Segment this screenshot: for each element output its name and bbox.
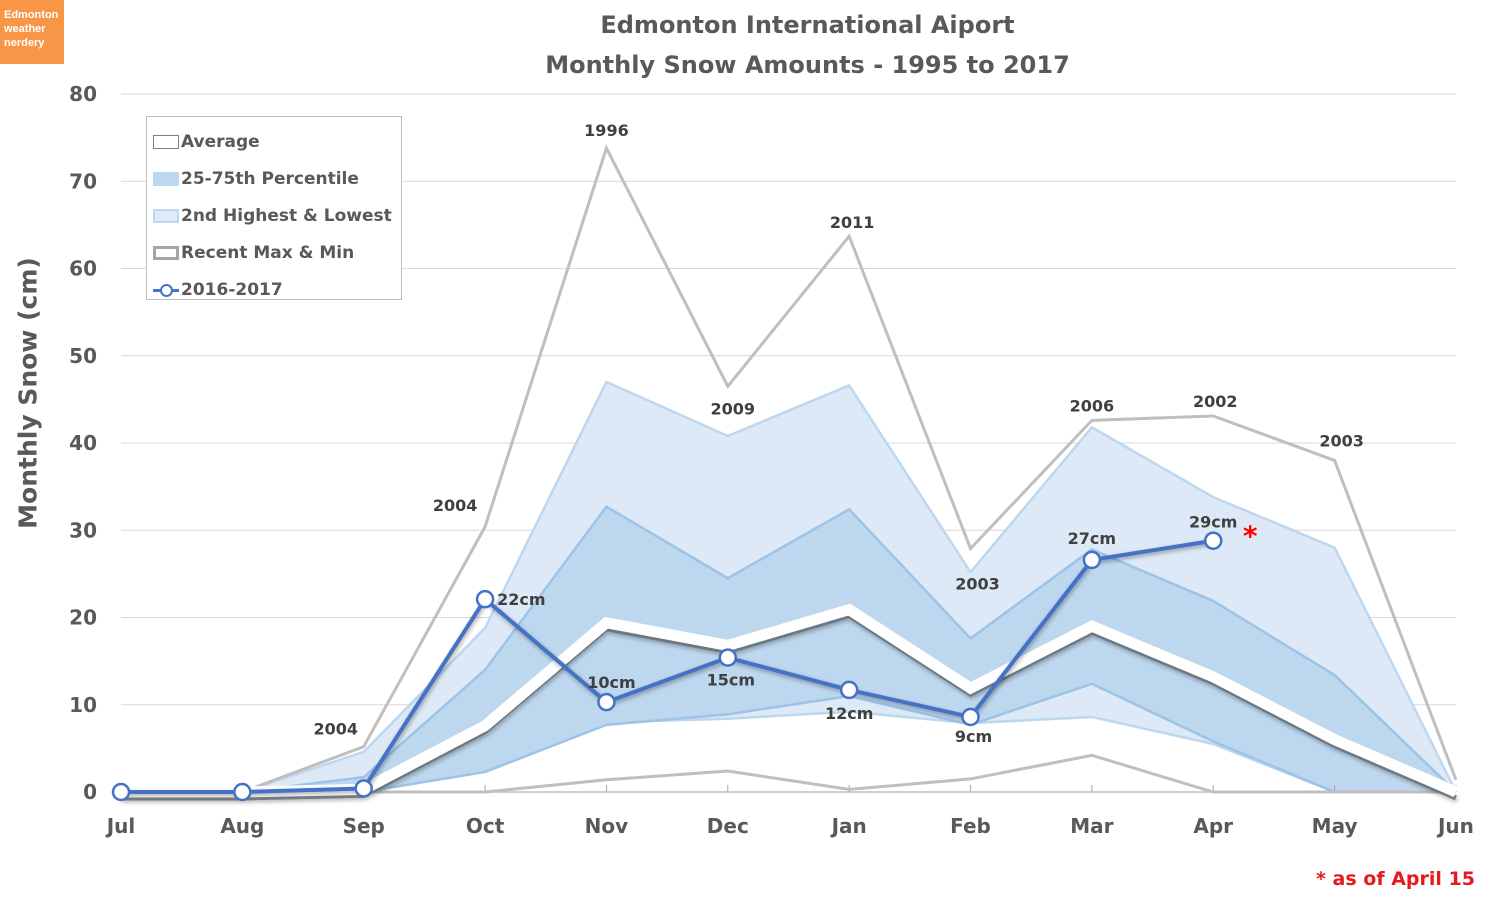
data-label: 12cm (825, 704, 873, 723)
legend-label: Average (181, 131, 260, 152)
x-tick-label: Jun (1436, 814, 1474, 838)
chart-title-line1: Edmonton International Aiport (600, 11, 1015, 39)
data-label: 2011 (830, 213, 875, 232)
legend-item-average: Average (147, 123, 401, 160)
y-tick-label: 70 (69, 169, 97, 193)
chart-title-line2: Monthly Snow Amounts - 1995 to 2017 (545, 51, 1070, 79)
data-point-marker (233, 782, 252, 802)
data-label: 2009 (711, 399, 756, 418)
x-tick-label: Mar (1070, 814, 1113, 838)
y-tick-label: 0 (83, 780, 97, 804)
data-labels: 2004 2004 1996 2009 2011 2003 2006 2002 2003 22cm… (313, 121, 1363, 746)
legend-item-percentile: 25-75th Percentile (147, 160, 401, 197)
data-point-marker (718, 648, 738, 667)
x-tick-label: Apr (1193, 814, 1233, 838)
y-tick-label: 30 (69, 518, 97, 542)
y-tick-label: 60 (69, 257, 97, 281)
x-tick-label: Oct (466, 814, 505, 838)
data-label: 29cm (1189, 513, 1237, 532)
data-label: 2004 (313, 720, 358, 739)
data-label: 1996 (584, 121, 629, 140)
legend: Average 25-75th Percentile 2nd Highest &… (146, 116, 402, 300)
legend-label: 25-75th Percentile (181, 168, 359, 189)
data-label: 2003 (1319, 431, 1364, 450)
asterisk-annotation: * (1243, 520, 1258, 553)
x-tick-label: May (1312, 814, 1358, 838)
data-point-marker (961, 707, 980, 727)
data-point-marker (354, 779, 373, 798)
data-point-marker (111, 782, 131, 802)
legend-label: Recent Max & Min (181, 242, 355, 263)
y-tick-label: 40 (69, 431, 97, 455)
x-tick-label: Sep (343, 814, 385, 838)
data-label: 2004 (433, 496, 478, 515)
y-tick-label: 10 (69, 693, 97, 717)
data-label: 9cm (955, 727, 992, 746)
x-tick-label: Feb (950, 814, 991, 838)
data-label: 2006 (1070, 396, 1115, 415)
y-tick-label: 80 (69, 82, 97, 106)
data-label: 15cm (707, 671, 755, 690)
data-label: 2002 (1193, 392, 1238, 411)
line-marker-icon (153, 283, 179, 297)
data-point-marker (1082, 550, 1102, 570)
legend-label: 2016-2017 (181, 279, 283, 300)
data-point-marker (839, 680, 859, 700)
data-label: 22cm (497, 590, 545, 609)
y-tick-label: 20 (69, 606, 97, 630)
data-point-marker (475, 589, 495, 609)
legend-item-2016-2017: 2016-2017 (147, 271, 401, 308)
data-label: 10cm (587, 673, 635, 692)
badge-line: weather (4, 23, 46, 35)
x-tick-label: Dec (707, 814, 749, 838)
x-tick-label: Nov (585, 814, 629, 838)
data-point-marker (597, 692, 616, 712)
x-tick-label: Aug (220, 814, 264, 838)
percentile-swatch-icon (153, 171, 179, 186)
series-lines (111, 144, 1459, 802)
data-label: 27cm (1068, 529, 1116, 548)
footnote: * as of April 15 (1316, 868, 1475, 890)
second-extremes-swatch-icon (153, 208, 179, 223)
data-point-marker (1203, 531, 1223, 550)
bands (121, 380, 1458, 794)
recent-extremes-swatch-icon (153, 245, 179, 260)
brand-badge: Edmonton weather nerdery (0, 0, 64, 64)
data-label: 2003 (955, 575, 1000, 594)
y-axis-ticks: 0 10 20 30 40 50 60 70 80 (69, 82, 97, 804)
badge-line: Edmonton (4, 9, 59, 21)
x-tick-label: Jan (830, 814, 867, 838)
y-tick-label: 50 (69, 344, 97, 368)
badge-line: nerdery (4, 37, 45, 49)
legend-item-recent-max-min: Recent Max & Min (147, 234, 401, 271)
legend-item-2nd-highest-lowest: 2nd Highest & Lowest (147, 197, 401, 234)
legend-label: 2nd Highest & Lowest (181, 205, 392, 226)
average-swatch-icon (153, 134, 179, 149)
x-tick-label: Jul (105, 814, 136, 838)
